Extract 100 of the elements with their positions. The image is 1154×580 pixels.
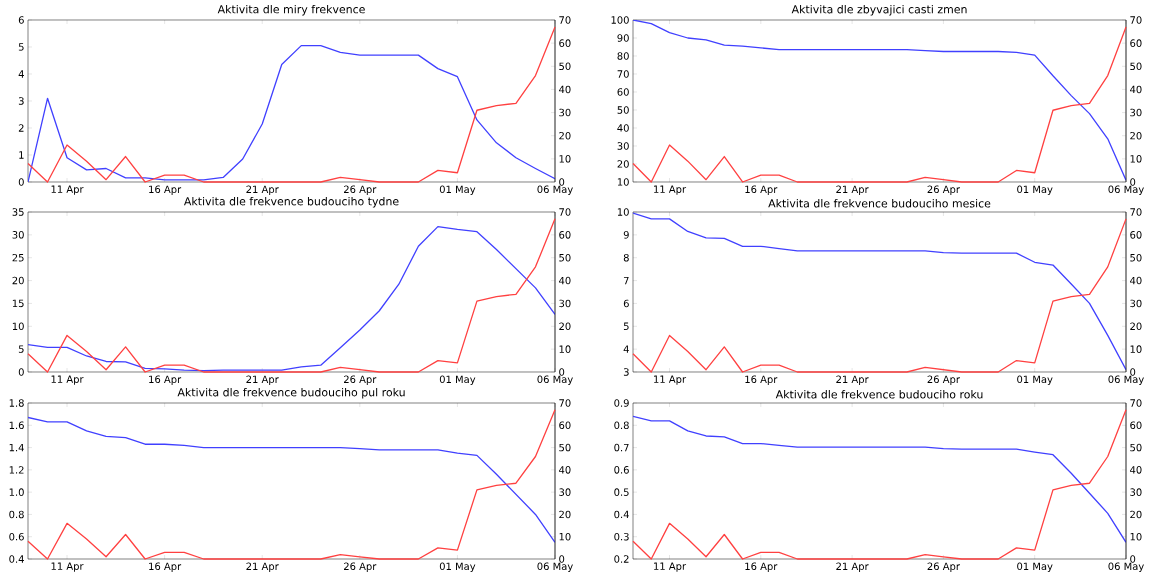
x-tick-label: 21 Apr: [246, 562, 279, 572]
x-tick-label: 06 May: [1108, 562, 1144, 572]
y-tick-label: 15: [12, 299, 24, 308]
y-tick-label: 30: [12, 231, 24, 239]
y-tick-label: 25: [12, 253, 24, 262]
y2-tick-label: 40: [1130, 85, 1142, 94]
y2-tick-label: 30: [1130, 488, 1142, 496]
y-tick-label: 1.0: [9, 488, 24, 496]
y-tick-label: 5: [18, 345, 24, 353]
x-tick-label: 21 Apr: [246, 375, 279, 385]
x-tick-label: 16 Apr: [745, 185, 778, 195]
x-tick-label: 16 Apr: [745, 562, 778, 572]
y2-tick-label: 0: [559, 368, 565, 376]
x-tick-label: 11 Apr: [654, 375, 687, 385]
y2-tick-label: 30: [559, 299, 571, 308]
x-tick-label: 16 Apr: [149, 375, 182, 385]
y-tick-label: 3: [18, 97, 24, 105]
y2-tick-label: 20: [559, 510, 571, 519]
y2-tick-label: 60: [559, 421, 571, 430]
y-tick-label: 8: [623, 253, 629, 262]
y-tick-label: 1: [19, 151, 24, 159]
x-tick-label: 26 Apr: [344, 185, 377, 195]
chart-title: Aktivita dle miry frekvence: [217, 4, 365, 16]
y-tick-label: 90: [617, 34, 629, 42]
y-tick-label: 1.4: [9, 443, 24, 452]
y2-tick-label: 0: [1130, 178, 1136, 186]
y-tick-label: 6: [623, 299, 629, 308]
y2-tick-label: 50: [1130, 62, 1142, 71]
y-tick-label: 1.6: [9, 421, 24, 430]
y2-tick-label: 60: [559, 231, 571, 239]
y-tick-label: 100: [611, 16, 629, 24]
x-tick-label: 21 Apr: [836, 562, 869, 572]
y-tick-label: 4: [623, 345, 629, 353]
x-tick-label: 11 Apr: [51, 185, 84, 195]
y2-tick-label: 60: [1130, 39, 1142, 47]
y2-tick-label: 20: [559, 322, 571, 331]
y-tick-label: 20: [617, 160, 629, 168]
y-tick-label: 7: [623, 276, 629, 285]
y-tick-label: 6: [18, 16, 24, 24]
y2-tick-label: 40: [559, 276, 571, 285]
x-tick-label: 26 Apr: [927, 375, 960, 385]
y-tick-label: 0.8: [9, 510, 24, 519]
y-tick-label: 3: [623, 368, 629, 376]
y2-tick-label: 0: [559, 178, 565, 186]
x-tick-label: 01 May: [1017, 375, 1053, 385]
y2-tick-label: 20: [1130, 322, 1142, 331]
y-tick-label: 4: [18, 70, 24, 78]
y2-tick-label: 70: [559, 208, 571, 216]
y2-tick-label: 40: [559, 85, 571, 94]
y-tick-label: 0.6: [614, 466, 629, 474]
y2-tick-label: 40: [1130, 276, 1142, 285]
y-tick-label: 1.8: [9, 399, 24, 407]
y-tick-label: 0.7: [614, 443, 629, 452]
y2-tick-label: 10: [559, 155, 571, 163]
x-tick-label: 16 Apr: [149, 562, 182, 572]
y-tick-label: 2: [18, 124, 24, 132]
y-tick-label: 0: [18, 368, 24, 376]
x-tick-label: 11 Apr: [51, 562, 84, 572]
y2-tick-label: 10: [559, 345, 571, 353]
y-tick-label: 80: [617, 52, 629, 60]
chart-title: Aktivita dle frekvence budouciho tydne: [183, 196, 399, 208]
chart-title: Aktivita dle frekvence budouciho mesice: [768, 199, 991, 208]
x-tick-label: 01 May: [1017, 562, 1053, 572]
y-tick-label: 10: [617, 178, 629, 186]
y2-tick-label: 30: [1130, 299, 1142, 308]
y-tick-label: 9: [623, 231, 629, 239]
x-tick-label: 06 May: [1108, 375, 1144, 385]
y2-tick-label: 60: [1130, 231, 1142, 239]
y-tick-label: 0.8: [614, 421, 629, 430]
y2-tick-label: 70: [1130, 399, 1142, 407]
x-tick-label: 26 Apr: [927, 562, 960, 572]
y2-tick-label: 0: [559, 555, 565, 563]
y-tick-label: 70: [617, 70, 629, 78]
y-tick-label: 0.6: [9, 532, 24, 541]
y2-tick-label: 20: [559, 131, 571, 140]
chart-title: Aktivita dle frekvence budouciho roku: [775, 390, 983, 399]
x-tick-label: 21 Apr: [836, 375, 869, 385]
y2-tick-label: 50: [559, 443, 571, 452]
y-tick-label: 0.9: [614, 399, 629, 407]
x-tick-label: 01 May: [439, 375, 476, 385]
y2-tick-label: 30: [559, 108, 571, 117]
x-tick-label: 01 May: [439, 562, 476, 572]
y2-tick-label: 50: [1130, 253, 1142, 262]
y2-tick-label: 70: [1130, 208, 1142, 216]
x-tick-label: 06 May: [537, 375, 573, 385]
y2-tick-label: 40: [559, 466, 571, 474]
y2-tick-label: 70: [559, 16, 571, 24]
y-tick-label: 35: [12, 208, 24, 216]
x-tick-label: 21 Apr: [246, 185, 279, 195]
y-tick-label: 0.3: [614, 532, 629, 541]
y-tick-label: 0.5: [614, 488, 629, 496]
x-tick-label: 26 Apr: [344, 562, 377, 572]
y-tick-label: 40: [617, 124, 629, 132]
x-tick-label: 11 Apr: [654, 562, 687, 572]
x-tick-label: 21 Apr: [836, 185, 869, 195]
chart-title: Aktivita dle frekvence budouciho pul roku: [177, 387, 405, 399]
y-tick-label: 30: [617, 142, 629, 150]
x-tick-label: 16 Apr: [745, 375, 778, 385]
y2-tick-label: 30: [1130, 108, 1142, 117]
x-tick-label: 26 Apr: [927, 185, 960, 195]
